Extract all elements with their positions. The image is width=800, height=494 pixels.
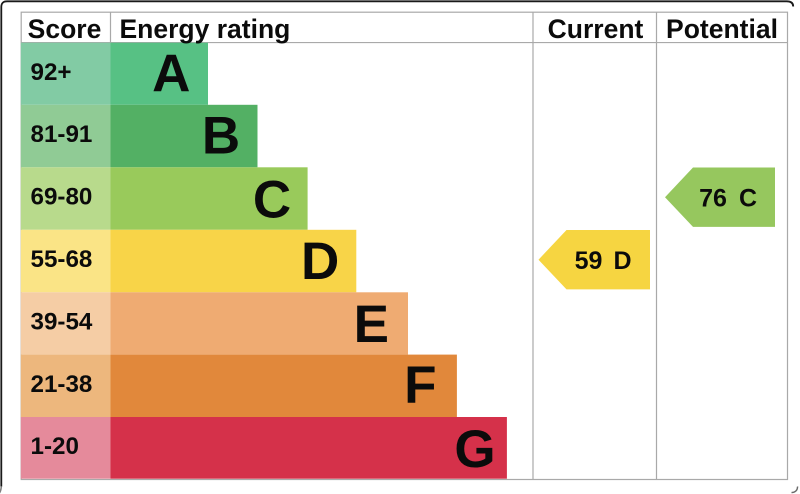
svg-text:1-20: 1-20 — [31, 433, 79, 460]
svg-text:Energy rating: Energy rating — [120, 14, 291, 44]
svg-text:B: B — [202, 107, 240, 166]
svg-text:G: G — [454, 420, 495, 479]
svg-text:39-54: 39-54 — [31, 309, 93, 336]
svg-text:59: 59 — [575, 247, 603, 275]
svg-text:81-91: 81-91 — [31, 121, 93, 148]
svg-text:C: C — [739, 184, 757, 212]
svg-text:Score: Score — [28, 14, 102, 44]
svg-text:55-68: 55-68 — [31, 246, 93, 273]
svg-text:76: 76 — [699, 184, 727, 212]
svg-text:Current: Current — [548, 14, 644, 44]
svg-text:21-38: 21-38 — [31, 371, 93, 398]
svg-text:69-80: 69-80 — [31, 184, 93, 211]
svg-text:D: D — [613, 247, 631, 275]
svg-text:F: F — [404, 356, 436, 415]
svg-text:A: A — [152, 45, 190, 104]
svg-text:D: D — [301, 232, 339, 291]
svg-text:Potential: Potential — [666, 14, 778, 44]
svg-text:C: C — [253, 170, 291, 229]
svg-text:E: E — [354, 295, 389, 354]
svg-text:92+: 92+ — [31, 59, 72, 86]
